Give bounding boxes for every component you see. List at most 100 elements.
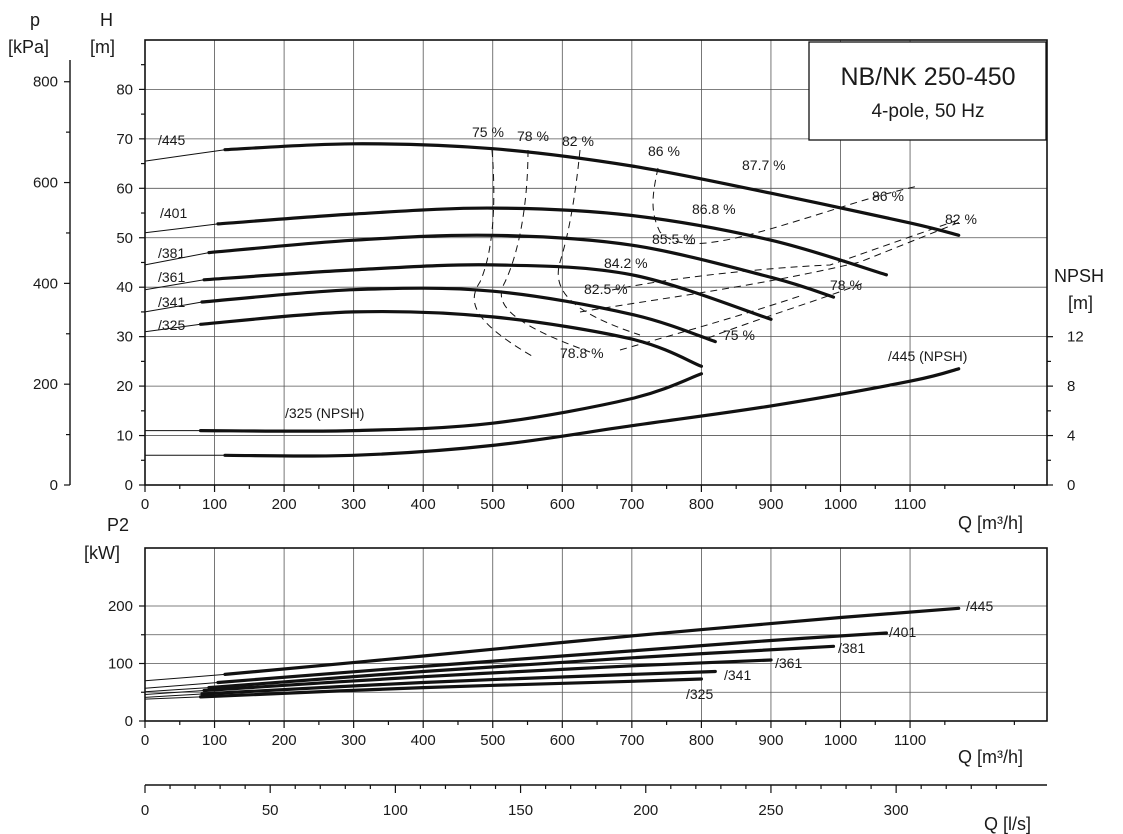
efficiency-label: 86 % — [872, 188, 904, 204]
h-tick-label: 80 — [116, 81, 133, 98]
q-bottom-tick-label: 800 — [689, 732, 714, 749]
p-tick-label: 0 — [50, 477, 58, 494]
curve-361-extension — [144, 279, 205, 291]
efficiency-label: 82.5 % — [584, 281, 628, 297]
curve-label-381: /381 — [158, 245, 185, 261]
p-axis-unit: [kPa] — [8, 37, 49, 57]
power-401-extension — [144, 682, 219, 689]
curve-label-401: /401 — [160, 205, 187, 221]
efficiency-label: 82 % — [945, 211, 977, 227]
q-ls-tick-label: 0 — [141, 802, 149, 819]
head-curves: /445/401/381/361/341/325/325 (NPSH) /445 … — [144, 132, 967, 458]
efficiency-contour — [611, 219, 959, 291]
q-top-tick-label: 700 — [619, 496, 644, 513]
h-axis-symbol: H — [100, 10, 113, 30]
curve-325-npsh — [199, 372, 703, 433]
efficiency-contour — [557, 149, 641, 336]
h-tick-label: 50 — [116, 230, 133, 247]
q-top-tick-label: 1000 — [824, 496, 857, 513]
curve-361 — [202, 263, 773, 321]
curve-label-325-npsh: /325 (NPSH) — [285, 405, 364, 421]
q-bottom-tick-label: 400 — [411, 732, 436, 749]
q-bottom-tick-label: 0 — [141, 732, 149, 749]
p-tick-label: 400 — [33, 275, 58, 292]
title-model: NB/NK 250-450 — [840, 63, 1015, 91]
curve-401-extension — [144, 223, 219, 234]
curve-381-extension — [144, 252, 210, 266]
efficiency-contour — [473, 149, 533, 357]
q-axis-label-top: Q [m³/h] — [958, 513, 1023, 533]
q-bottom-tick-label: 300 — [341, 732, 366, 749]
power-361 — [202, 658, 773, 693]
efficiency-label: 75 % — [472, 124, 504, 140]
power-341 — [200, 669, 717, 696]
q-axis-label-bottom: Q [m³/h] — [958, 747, 1023, 767]
q-top-tick-label: 1100 — [894, 496, 926, 513]
p-axis-symbol: p — [30, 10, 40, 30]
power-381 — [207, 644, 836, 690]
p2-axis-symbol: P2 — [107, 515, 129, 535]
p2-tick-label: 100 — [108, 656, 133, 673]
q-top-tick-label: 400 — [411, 496, 436, 513]
efficiency-label: 78.8 % — [560, 345, 604, 361]
power-381-extension — [144, 687, 210, 693]
efficiency-label: 75 % — [723, 327, 755, 343]
q-ls-tick-label: 200 — [633, 802, 658, 819]
q-ls-tick-label: 250 — [758, 802, 783, 819]
title-subtitle: 4-pole, 50 Hz — [871, 101, 984, 122]
npsh-axis-unit: [m] — [1068, 293, 1093, 313]
npsh-tick-label: 12 — [1067, 329, 1084, 346]
q-ls-tick-label: 150 — [508, 802, 533, 819]
q-ls-tick-label: 100 — [383, 802, 408, 819]
power-label-401: /401 — [889, 624, 916, 640]
q-top-tick-label: 0 — [141, 496, 149, 513]
curve-341-extension — [144, 301, 203, 313]
efficiency-label: 84.2 % — [604, 255, 648, 271]
q-top-tick-label: 600 — [550, 496, 575, 513]
p-tick-label: 200 — [33, 376, 58, 393]
power-325-extension — [144, 696, 201, 700]
h-axis-unit: [m] — [90, 37, 115, 57]
power-361-extension — [144, 690, 205, 695]
curve-label-361: /361 — [158, 269, 185, 285]
q-top-tick-label: 800 — [689, 496, 714, 513]
p2-tick-label: 0 — [125, 713, 133, 730]
curve-381 — [207, 233, 836, 299]
power-445-extension — [144, 673, 226, 682]
h-tick-label: 40 — [116, 279, 133, 296]
power-401 — [216, 631, 888, 685]
q-top-tick-label: 900 — [758, 496, 783, 513]
curve-label-445: /445 — [158, 132, 185, 148]
efficiency-label: 87.7 % — [742, 157, 786, 173]
h-tick-label: 60 — [116, 180, 133, 197]
q-bottom-tick-label: 1000 — [824, 732, 857, 749]
power-445 — [223, 606, 961, 676]
curve-325-extension — [144, 323, 201, 333]
curve-label-445-npsh: /445 (NPSH) — [888, 348, 967, 364]
q-bottom-tick-label: 1100 — [894, 732, 926, 749]
npsh-tick-label: 0 — [1067, 477, 1075, 494]
q-ls-tick-label: 300 — [884, 802, 909, 819]
efficiency-label: 82 % — [562, 133, 594, 149]
efficiency-label: 78 % — [517, 128, 549, 144]
curve-445-npsh — [223, 367, 961, 458]
q-top-tick-label: 500 — [480, 496, 505, 513]
power-label-341: /341 — [724, 667, 751, 683]
title-box: NB/NK 250-450 4-pole, 50 Hz — [808, 41, 1047, 141]
q-bottom-tick-label: 900 — [758, 732, 783, 749]
efficiency-label: 78 % — [830, 277, 862, 293]
q-bottom-tick-label: 200 — [272, 732, 297, 749]
curve-label-341: /341 — [158, 294, 185, 310]
efficiency-contour — [652, 167, 919, 245]
h-tick-label: 10 — [116, 428, 133, 445]
efficiency-label: 85.5 % — [652, 231, 696, 247]
p-tick-label: 800 — [33, 74, 58, 91]
q-top-tick-label: 200 — [272, 496, 297, 513]
power-label-361: /361 — [775, 655, 802, 671]
h-tick-label: 20 — [116, 378, 133, 395]
h-tick-label: 70 — [116, 131, 133, 148]
q-top-tick-label: 300 — [341, 496, 366, 513]
q-ls-axis-label: Q [l/s] — [984, 814, 1031, 834]
